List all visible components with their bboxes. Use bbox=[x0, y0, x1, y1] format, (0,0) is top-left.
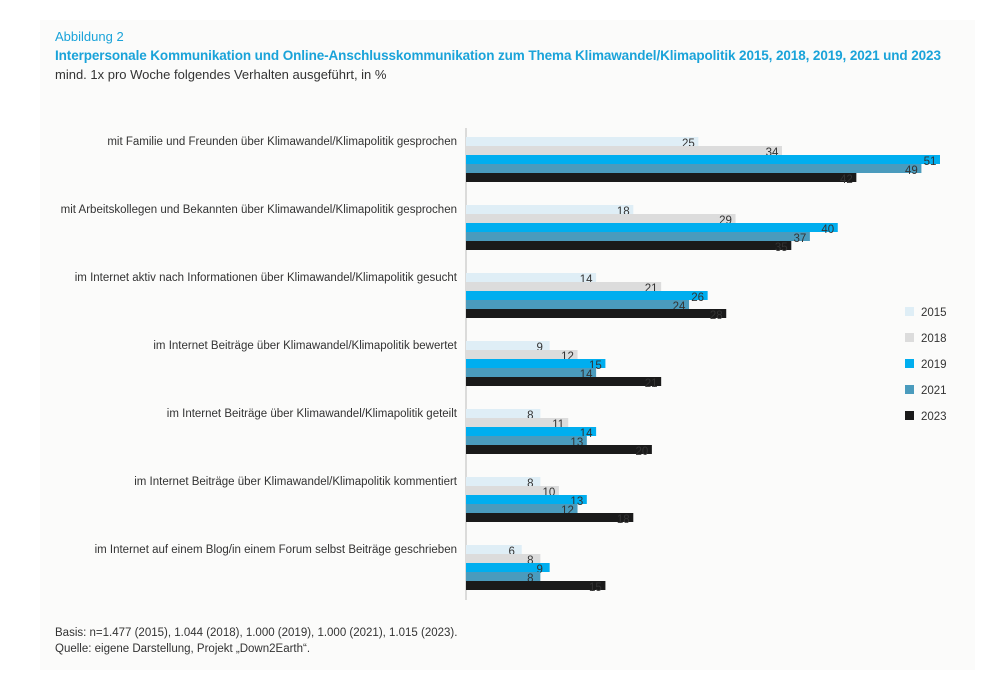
bar-2019 bbox=[466, 359, 606, 368]
legend-swatch-2015 bbox=[905, 307, 914, 316]
bar-2018 bbox=[466, 146, 782, 155]
data-label: 9 bbox=[536, 564, 542, 576]
basis-note: Basis: n=1.477 (2015), 1.044 (2018), 1.0… bbox=[55, 627, 458, 639]
bar-2023 bbox=[466, 581, 606, 590]
source-note: Quelle: eigene Darstellung, Projekt „Dow… bbox=[55, 643, 311, 655]
bar-2015 bbox=[466, 273, 597, 282]
chart-title: Interpersonale Kommunikation und Online-… bbox=[55, 48, 941, 63]
bar-2015 bbox=[466, 477, 541, 486]
bar-2021 bbox=[466, 436, 587, 445]
bar-2019 bbox=[466, 563, 550, 572]
bar-2018 bbox=[466, 418, 569, 427]
data-label: 11 bbox=[552, 419, 564, 431]
legend-swatch-2023 bbox=[905, 411, 914, 420]
bar-2015 bbox=[466, 545, 522, 554]
data-label: 6 bbox=[509, 546, 515, 558]
bar-2019 bbox=[466, 495, 587, 504]
category-label: im Internet Beiträge über Klimawandel/Kl… bbox=[153, 340, 457, 352]
data-label: 37 bbox=[793, 233, 806, 245]
bar-2021 bbox=[466, 164, 922, 173]
bar-2021 bbox=[466, 504, 578, 513]
bar-2023 bbox=[466, 445, 652, 454]
category-label: im Internet Beiträge über Klimawandel/Kl… bbox=[134, 476, 458, 488]
legend-swatch-2019 bbox=[905, 359, 914, 368]
bar-2018 bbox=[466, 486, 559, 495]
bar-2021 bbox=[466, 232, 810, 241]
bar-2015 bbox=[466, 341, 550, 350]
bar-2023 bbox=[466, 173, 857, 182]
bar-2019 bbox=[466, 155, 940, 164]
data-label: 40 bbox=[821, 224, 834, 236]
chart-subtitle: mind. 1x pro Woche folgendes Verhalten a… bbox=[55, 67, 387, 82]
data-label: 21 bbox=[645, 378, 658, 390]
bar-2019 bbox=[466, 223, 838, 232]
category-label: im Internet Beiträge über Klimawandel/Kl… bbox=[167, 408, 458, 420]
legend-label-2023: 2023 bbox=[921, 411, 947, 423]
bar-2015 bbox=[466, 205, 634, 214]
bar-2018 bbox=[466, 350, 578, 359]
legend-label-2019: 2019 bbox=[921, 359, 947, 371]
figure-label: Abbildung 2 bbox=[55, 29, 124, 44]
data-label: 26 bbox=[691, 292, 704, 304]
data-label: 8 bbox=[527, 555, 533, 567]
category-label: im Internet aktiv nach Informationen übe… bbox=[75, 272, 458, 284]
legend-label-2015: 2015 bbox=[921, 307, 947, 319]
bar-2021 bbox=[466, 368, 597, 377]
data-label: 51 bbox=[924, 156, 937, 168]
bar-2015 bbox=[466, 137, 699, 146]
data-label: 8 bbox=[527, 410, 533, 422]
legend-label-2021: 2021 bbox=[921, 385, 947, 397]
bar-2021 bbox=[466, 300, 690, 309]
data-label: 9 bbox=[536, 342, 542, 354]
data-label: 8 bbox=[527, 573, 533, 585]
data-label: 49 bbox=[905, 165, 918, 177]
category-label: mit Familie und Freunden über Klimawande… bbox=[107, 136, 457, 148]
legend-label-2018: 2018 bbox=[921, 333, 947, 345]
legend-swatch-2018 bbox=[905, 333, 914, 342]
data-label: 8 bbox=[527, 478, 533, 490]
bar-2019 bbox=[466, 291, 708, 300]
data-label: 15 bbox=[589, 582, 602, 594]
bar-2021 bbox=[466, 572, 541, 581]
legend-swatch-2021 bbox=[905, 385, 914, 394]
bar-2015 bbox=[466, 409, 541, 418]
category-label: im Internet auf einem Blog/in einem Foru… bbox=[95, 544, 457, 556]
category-label: mit Arbeitskollegen und Bekannten über K… bbox=[61, 204, 457, 216]
data-label: 28 bbox=[710, 310, 723, 322]
bar-2023 bbox=[466, 513, 634, 522]
data-label: 18 bbox=[617, 514, 630, 526]
bar-2018 bbox=[466, 214, 736, 223]
data-label: 35 bbox=[775, 242, 788, 254]
bar-2023 bbox=[466, 377, 662, 386]
data-label: 42 bbox=[840, 174, 853, 186]
bar-2018 bbox=[466, 282, 662, 291]
bar-2018 bbox=[466, 554, 541, 563]
bar-2023 bbox=[466, 309, 727, 318]
bar-2023 bbox=[466, 241, 792, 250]
data-label: 20 bbox=[635, 446, 648, 458]
bar-2019 bbox=[466, 427, 597, 436]
